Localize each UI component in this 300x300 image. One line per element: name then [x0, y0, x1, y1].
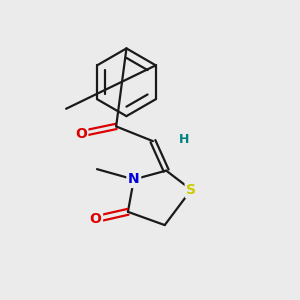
Text: O: O — [90, 212, 101, 226]
Text: N: N — [128, 172, 140, 186]
Text: H: H — [179, 133, 189, 146]
Text: S: S — [186, 183, 196, 197]
Text: O: O — [75, 127, 87, 141]
